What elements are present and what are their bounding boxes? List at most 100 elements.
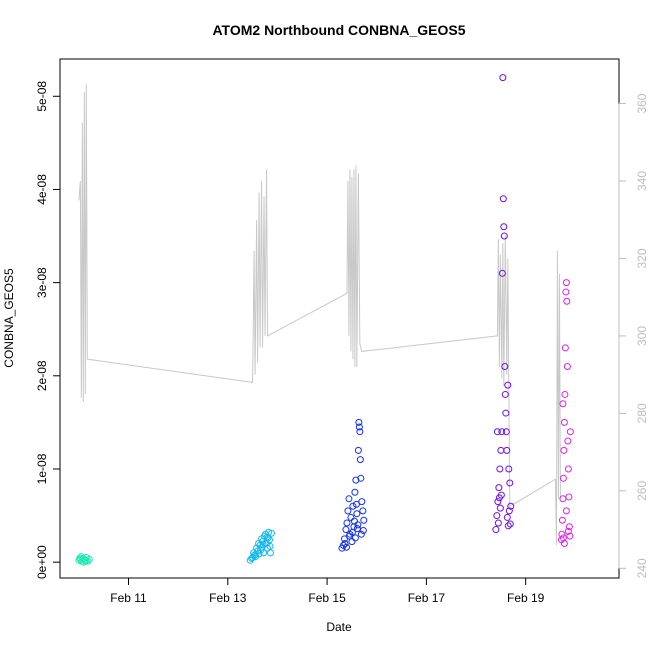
data-point [562, 279, 570, 287]
data-point [355, 423, 363, 431]
y2-tick-label: 340 [635, 171, 649, 191]
y-tick-label: 1e-08 [35, 453, 49, 484]
plot-frame [59, 58, 620, 579]
y2-tick-label: 260 [635, 481, 649, 501]
data-point [347, 513, 355, 521]
data-point [506, 479, 514, 487]
data-point [345, 495, 353, 503]
x-tick-label: Feb 19 [507, 591, 545, 605]
data-point [562, 507, 570, 515]
data-point [499, 74, 507, 82]
data-point [566, 532, 574, 540]
data-point [564, 465, 572, 473]
data-point [351, 534, 359, 542]
data-point [342, 526, 350, 534]
y2-tick-label: 360 [635, 93, 649, 113]
data-point [348, 528, 356, 536]
data-point [259, 540, 267, 548]
data-point [498, 269, 506, 277]
data-point [500, 223, 508, 231]
data-point [342, 543, 350, 551]
data-point [492, 526, 500, 534]
data-point [356, 428, 364, 436]
y-tick-label: 5e-08 [35, 81, 49, 112]
x-tick-label: Feb 13 [209, 591, 247, 605]
data-point [564, 527, 572, 535]
data-point [498, 428, 506, 436]
chart-title: ATOM2 Northbound CONBNA_GEOS5 [212, 22, 465, 38]
data-point [564, 437, 572, 445]
data-point [359, 507, 367, 515]
data-point [266, 549, 274, 557]
data-point [565, 523, 573, 531]
data-point [501, 390, 509, 398]
data-point [349, 502, 357, 510]
data-point [341, 540, 349, 548]
secondary-trace-line [78, 84, 561, 546]
data-point [495, 484, 503, 492]
data-point [559, 400, 567, 408]
plot-area: Feb 11 Feb 13 Feb 15 Feb 17 Feb 19 0e+00 1e-08… [35, 58, 649, 605]
data-point [77, 553, 85, 561]
data-point [494, 519, 502, 527]
series-2 [246, 528, 275, 564]
data-point [353, 510, 361, 518]
data-point [358, 498, 366, 506]
y2-tick-label: 300 [635, 326, 649, 346]
y2-tick-label: 240 [635, 558, 649, 578]
data-point [357, 530, 365, 538]
y-tick-label: 2e-08 [35, 360, 49, 391]
data-point [497, 446, 505, 454]
series-5 [557, 279, 574, 548]
data-point [266, 542, 274, 550]
data-point [493, 512, 501, 520]
data-point [563, 297, 571, 305]
data-point [354, 446, 362, 454]
data-point [565, 493, 573, 501]
data-point [354, 521, 362, 529]
data-point [503, 513, 511, 521]
data-point [560, 446, 568, 454]
data-point [355, 418, 363, 426]
data-point [343, 519, 351, 527]
x-tick-label: Feb 11 [110, 591, 147, 605]
data-point [496, 504, 504, 512]
data-point [558, 530, 566, 538]
data-point [352, 500, 360, 508]
data-point [559, 534, 567, 542]
data-point [561, 390, 569, 398]
data-point [264, 534, 272, 542]
data-point [500, 232, 508, 240]
data-point [493, 428, 501, 436]
data-point [494, 498, 502, 506]
data-point [350, 517, 358, 525]
data-point [76, 554, 84, 562]
series-3 [338, 418, 368, 552]
data-point [80, 558, 88, 566]
data-point [357, 474, 365, 482]
data-point [558, 516, 566, 524]
data-point [505, 465, 513, 473]
x-tick-label: Feb 17 [408, 591, 446, 605]
data-point [501, 362, 509, 370]
data-point [85, 555, 93, 563]
data-point [257, 546, 265, 554]
data-point [359, 526, 367, 534]
series-4 [492, 74, 515, 534]
data-point [267, 529, 275, 537]
data-point [505, 507, 513, 515]
data-point [82, 557, 90, 565]
series-1 [75, 553, 93, 566]
data-point [495, 494, 503, 502]
data-point [566, 428, 574, 436]
data-point [504, 381, 512, 389]
data-point [250, 552, 258, 560]
data-point [344, 507, 352, 515]
y-axis-title: CONBNA_GEOS5 [2, 268, 16, 368]
data-point [499, 195, 507, 203]
data-point [506, 520, 514, 528]
x-tick-label: Feb 15 [308, 591, 346, 605]
data-point [351, 488, 359, 496]
data-point [263, 533, 271, 541]
